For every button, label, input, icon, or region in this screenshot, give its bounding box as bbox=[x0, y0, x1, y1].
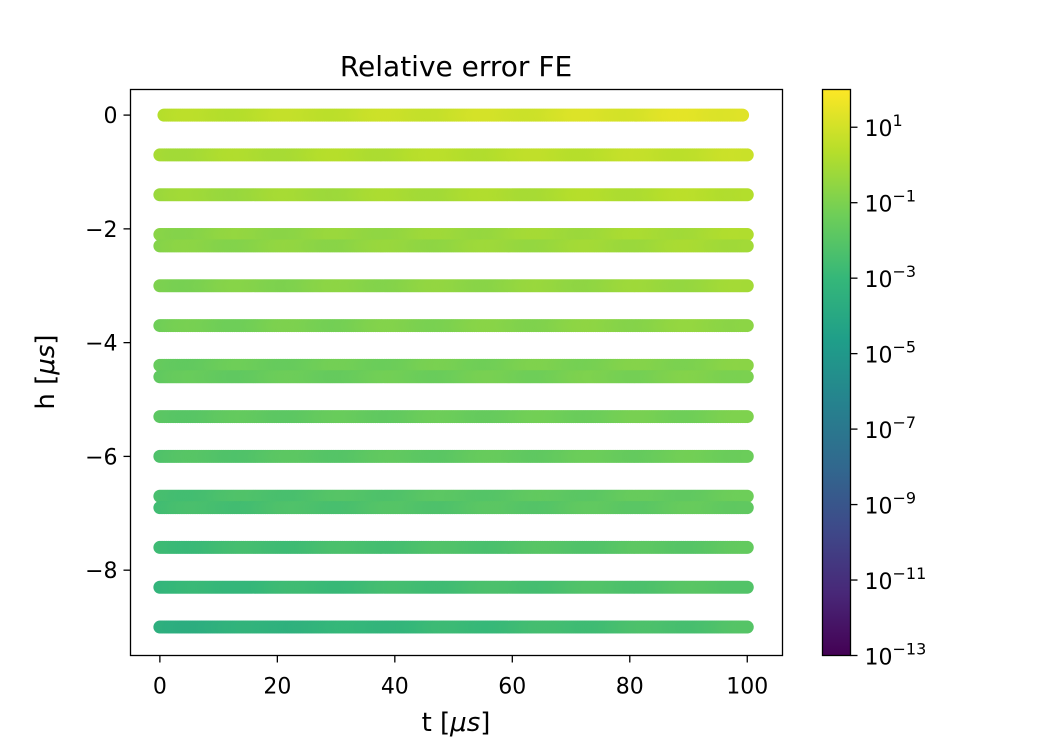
scatter-point bbox=[740, 620, 754, 634]
scatter-row bbox=[153, 319, 754, 333]
scatter-row bbox=[153, 410, 754, 424]
scatter-row bbox=[153, 148, 754, 162]
x-axis-ticks: 0 20 40 60 80 100 bbox=[153, 655, 768, 700]
colorbar-tick-label: 101 bbox=[865, 111, 903, 142]
chart-title: Relative error FE bbox=[340, 50, 572, 83]
scatter-point bbox=[740, 410, 754, 424]
scatter-row bbox=[153, 449, 754, 463]
x-tick-label: 80 bbox=[616, 675, 644, 700]
colorbar-tick-label: 10−11 bbox=[865, 564, 927, 595]
scatter-point bbox=[740, 279, 754, 293]
scatter-point bbox=[740, 370, 754, 384]
scatter-row bbox=[157, 108, 750, 122]
scatter-point bbox=[740, 148, 754, 162]
y-axis-label-unit: μs bbox=[31, 345, 61, 376]
scatter-point bbox=[736, 108, 750, 122]
scatter-point bbox=[740, 540, 754, 554]
y-tick-label: −2 bbox=[85, 218, 117, 243]
scatter-point bbox=[740, 319, 754, 333]
y-axis-label-end: ] bbox=[31, 334, 61, 344]
scatter-point bbox=[740, 501, 754, 515]
scatter-row bbox=[153, 358, 754, 372]
x-tick-label: 0 bbox=[153, 675, 167, 700]
scatter-point bbox=[740, 580, 754, 594]
scatter-row bbox=[153, 620, 754, 634]
colorbar-ticks: 101 10−1 10−3 10−5 10−7 10−9 10−11 10−13 bbox=[850, 111, 927, 671]
scatter-point bbox=[740, 489, 754, 503]
scatter-point bbox=[740, 228, 754, 242]
colorbar-tick-label: 10−1 bbox=[865, 187, 917, 218]
scatter-row bbox=[153, 540, 754, 554]
scatter-row bbox=[153, 580, 754, 594]
y-axis-label-main: h [ bbox=[31, 375, 61, 410]
scatter-row bbox=[153, 501, 754, 515]
y-axis-ticks: 0 −2 −4 −6 −8 bbox=[85, 104, 131, 584]
y-tick-label: −4 bbox=[85, 332, 117, 357]
y-tick-label: −6 bbox=[85, 445, 117, 470]
x-axis-label-end: ] bbox=[480, 708, 490, 738]
scatter-point bbox=[740, 358, 754, 372]
x-axis-label-unit: μs bbox=[449, 708, 480, 738]
colorbar-tick-label: 10−13 bbox=[865, 640, 927, 671]
scatter-row bbox=[153, 188, 754, 202]
plot-frame bbox=[129, 88, 784, 657]
x-tick-label: 20 bbox=[263, 675, 291, 700]
y-tick-label: −8 bbox=[85, 559, 117, 584]
colorbar bbox=[821, 88, 852, 657]
scatter-row bbox=[153, 489, 754, 503]
colorbar-tick-label: 10−9 bbox=[865, 489, 917, 520]
scatter-point bbox=[740, 239, 754, 253]
x-tick-label: 100 bbox=[726, 675, 768, 700]
scatter-points bbox=[153, 108, 754, 634]
y-tick-label: 0 bbox=[104, 104, 118, 129]
scatter-row bbox=[153, 228, 754, 242]
colorbar-tick-label: 10−5 bbox=[865, 338, 917, 369]
x-axis-label: t [μs] bbox=[422, 708, 491, 738]
x-tick-label: 60 bbox=[498, 675, 526, 700]
scatter-row bbox=[153, 370, 754, 384]
scatter-row bbox=[153, 279, 754, 293]
scatter-point bbox=[740, 449, 754, 463]
y-axis-label: h [μs] bbox=[31, 334, 61, 409]
scatter-point bbox=[740, 188, 754, 202]
colorbar-tick-label: 10−7 bbox=[865, 413, 917, 444]
colorbar-tick-label: 10−3 bbox=[865, 262, 917, 293]
x-tick-label: 40 bbox=[381, 675, 409, 700]
scatter-row bbox=[153, 239, 754, 253]
x-axis-label-main: t [ bbox=[422, 708, 451, 738]
